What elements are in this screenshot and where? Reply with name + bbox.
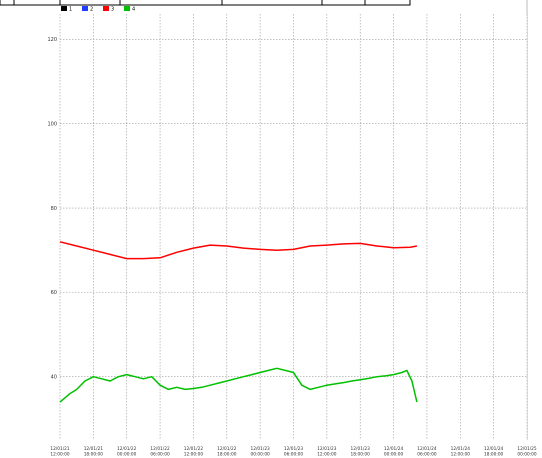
series-line-4 — [59, 367, 418, 403]
x-tick-label: 12/01/22 00:00:00 — [117, 446, 137, 458]
y-tick-label: 60 — [51, 290, 57, 296]
x-tick-label: 12/01/21 12:00:00 — [50, 446, 70, 458]
series-line-3 — [59, 241, 418, 260]
y-tick-label: 40 — [51, 375, 57, 381]
legend-swatch-2 — [82, 6, 88, 11]
legend-swatch-3 — [103, 6, 109, 11]
y-tick-label: 80 — [51, 206, 57, 212]
x-axis-ticks: 12/01/21 12:00:00 12/01/21 18:00:00 12/01/22… — [50, 446, 537, 458]
x-tick-label: 12/01/23 06:00:00 — [284, 446, 304, 458]
legend-label-3: 3 — [111, 7, 114, 13]
gridlines — [59, 14, 528, 440]
legend-label-2: 2 — [90, 7, 93, 13]
x-tick-label: 12/01/24 12:00:00 — [451, 446, 471, 458]
legend-swatch-1 — [61, 6, 67, 11]
x-tick-label: 12/01/21 18:00:00 — [84, 446, 104, 458]
y-tick-label: 120 — [47, 37, 57, 43]
top-strip — [0, 0, 411, 6]
x-tick-label: 12/01/24 18:00:00 — [484, 446, 504, 458]
y-tick-label: 100 — [47, 121, 57, 127]
x-tick-label: 12/01/24 00:00:00 — [384, 446, 404, 458]
y-axis-ticks: 40 60 80 100 120 — [47, 37, 57, 380]
series-lines — [59, 241, 418, 403]
x-tick-label: 12/01/25 00:00:00 — [517, 446, 537, 458]
x-tick-label: 12/01/23 18:00:00 — [351, 446, 371, 458]
x-tick-label: 12/01/22 12:00:00 — [184, 446, 204, 458]
x-tick-label: 12/01/22 06:00:00 — [150, 446, 170, 458]
legend: 1 2 3 4 — [61, 6, 135, 13]
x-tick-label: 12/01/23 00:00:00 — [250, 446, 270, 458]
x-tick-label: 12/01/22 18:00:00 — [217, 446, 237, 458]
legend-label-1: 1 — [69, 7, 72, 13]
legend-label-4: 4 — [132, 7, 135, 13]
x-tick-label: 12/01/24 06:00:00 — [417, 446, 437, 458]
x-tick-label: 12/01/23 12:00:00 — [317, 446, 337, 458]
legend-swatch-4 — [124, 6, 130, 11]
